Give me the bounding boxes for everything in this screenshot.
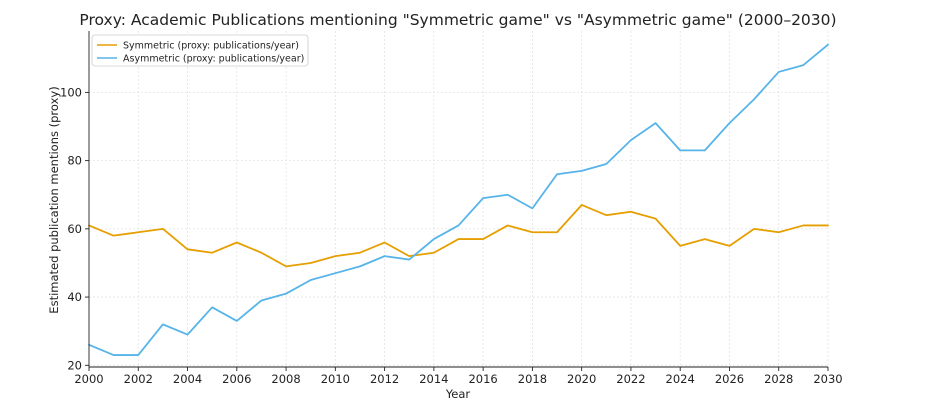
tick-labels: 2000 2002 2004 2006 2008 2010 2012 2014 2016 2018… — [60, 85, 843, 386]
series-line-symmetric — [88, 204, 829, 268]
y-tick-label: 60 — [67, 222, 82, 236]
x-tick-label: 2004 — [173, 372, 202, 386]
x-tick-label: 2002 — [124, 372, 153, 386]
x-tick-label: 2018 — [518, 372, 547, 386]
grid — [88, 31, 829, 367]
axes — [88, 31, 828, 368]
x-tick-label: 2000 — [74, 372, 103, 386]
x-tick-label: 2026 — [715, 372, 744, 386]
y-tick-label: 100 — [60, 85, 82, 99]
x-tick-label: 2014 — [419, 372, 448, 386]
x-axis-title: Year — [445, 387, 471, 401]
x-tick-label: 2024 — [666, 372, 695, 386]
legend-label-symmetric: Symmetric (proxy: publications/year) — [123, 41, 299, 52]
y-tick-label: 40 — [67, 290, 82, 304]
legend-label-asymmetric: Asymmetric (proxy: publications/year) — [123, 54, 304, 65]
y-tick-label: 80 — [67, 154, 82, 168]
x-tick-label: 2006 — [222, 372, 251, 386]
x-tick-label: 2010 — [321, 372, 350, 386]
x-tick-label: 2008 — [271, 372, 300, 386]
series-lines — [88, 43, 829, 356]
chart-title: Proxy: Academic Publications mentioning … — [79, 11, 836, 29]
legend-box — [91, 34, 309, 67]
x-tick-label: 2012 — [370, 372, 399, 386]
legend: Symmetric (proxy: publications/year) Asy… — [91, 34, 309, 67]
series-line-asymmetric — [88, 43, 829, 356]
x-tick-label: 2030 — [813, 372, 842, 386]
x-tick-label: 2022 — [616, 372, 645, 386]
x-tick-label: 2020 — [567, 372, 596, 386]
y-axis-title: Estimated publication mentions (proxy) — [47, 86, 61, 313]
x-tick-label: 2028 — [764, 372, 793, 386]
y-tick-label: 20 — [67, 358, 82, 372]
x-tick-label: 2016 — [468, 372, 497, 386]
